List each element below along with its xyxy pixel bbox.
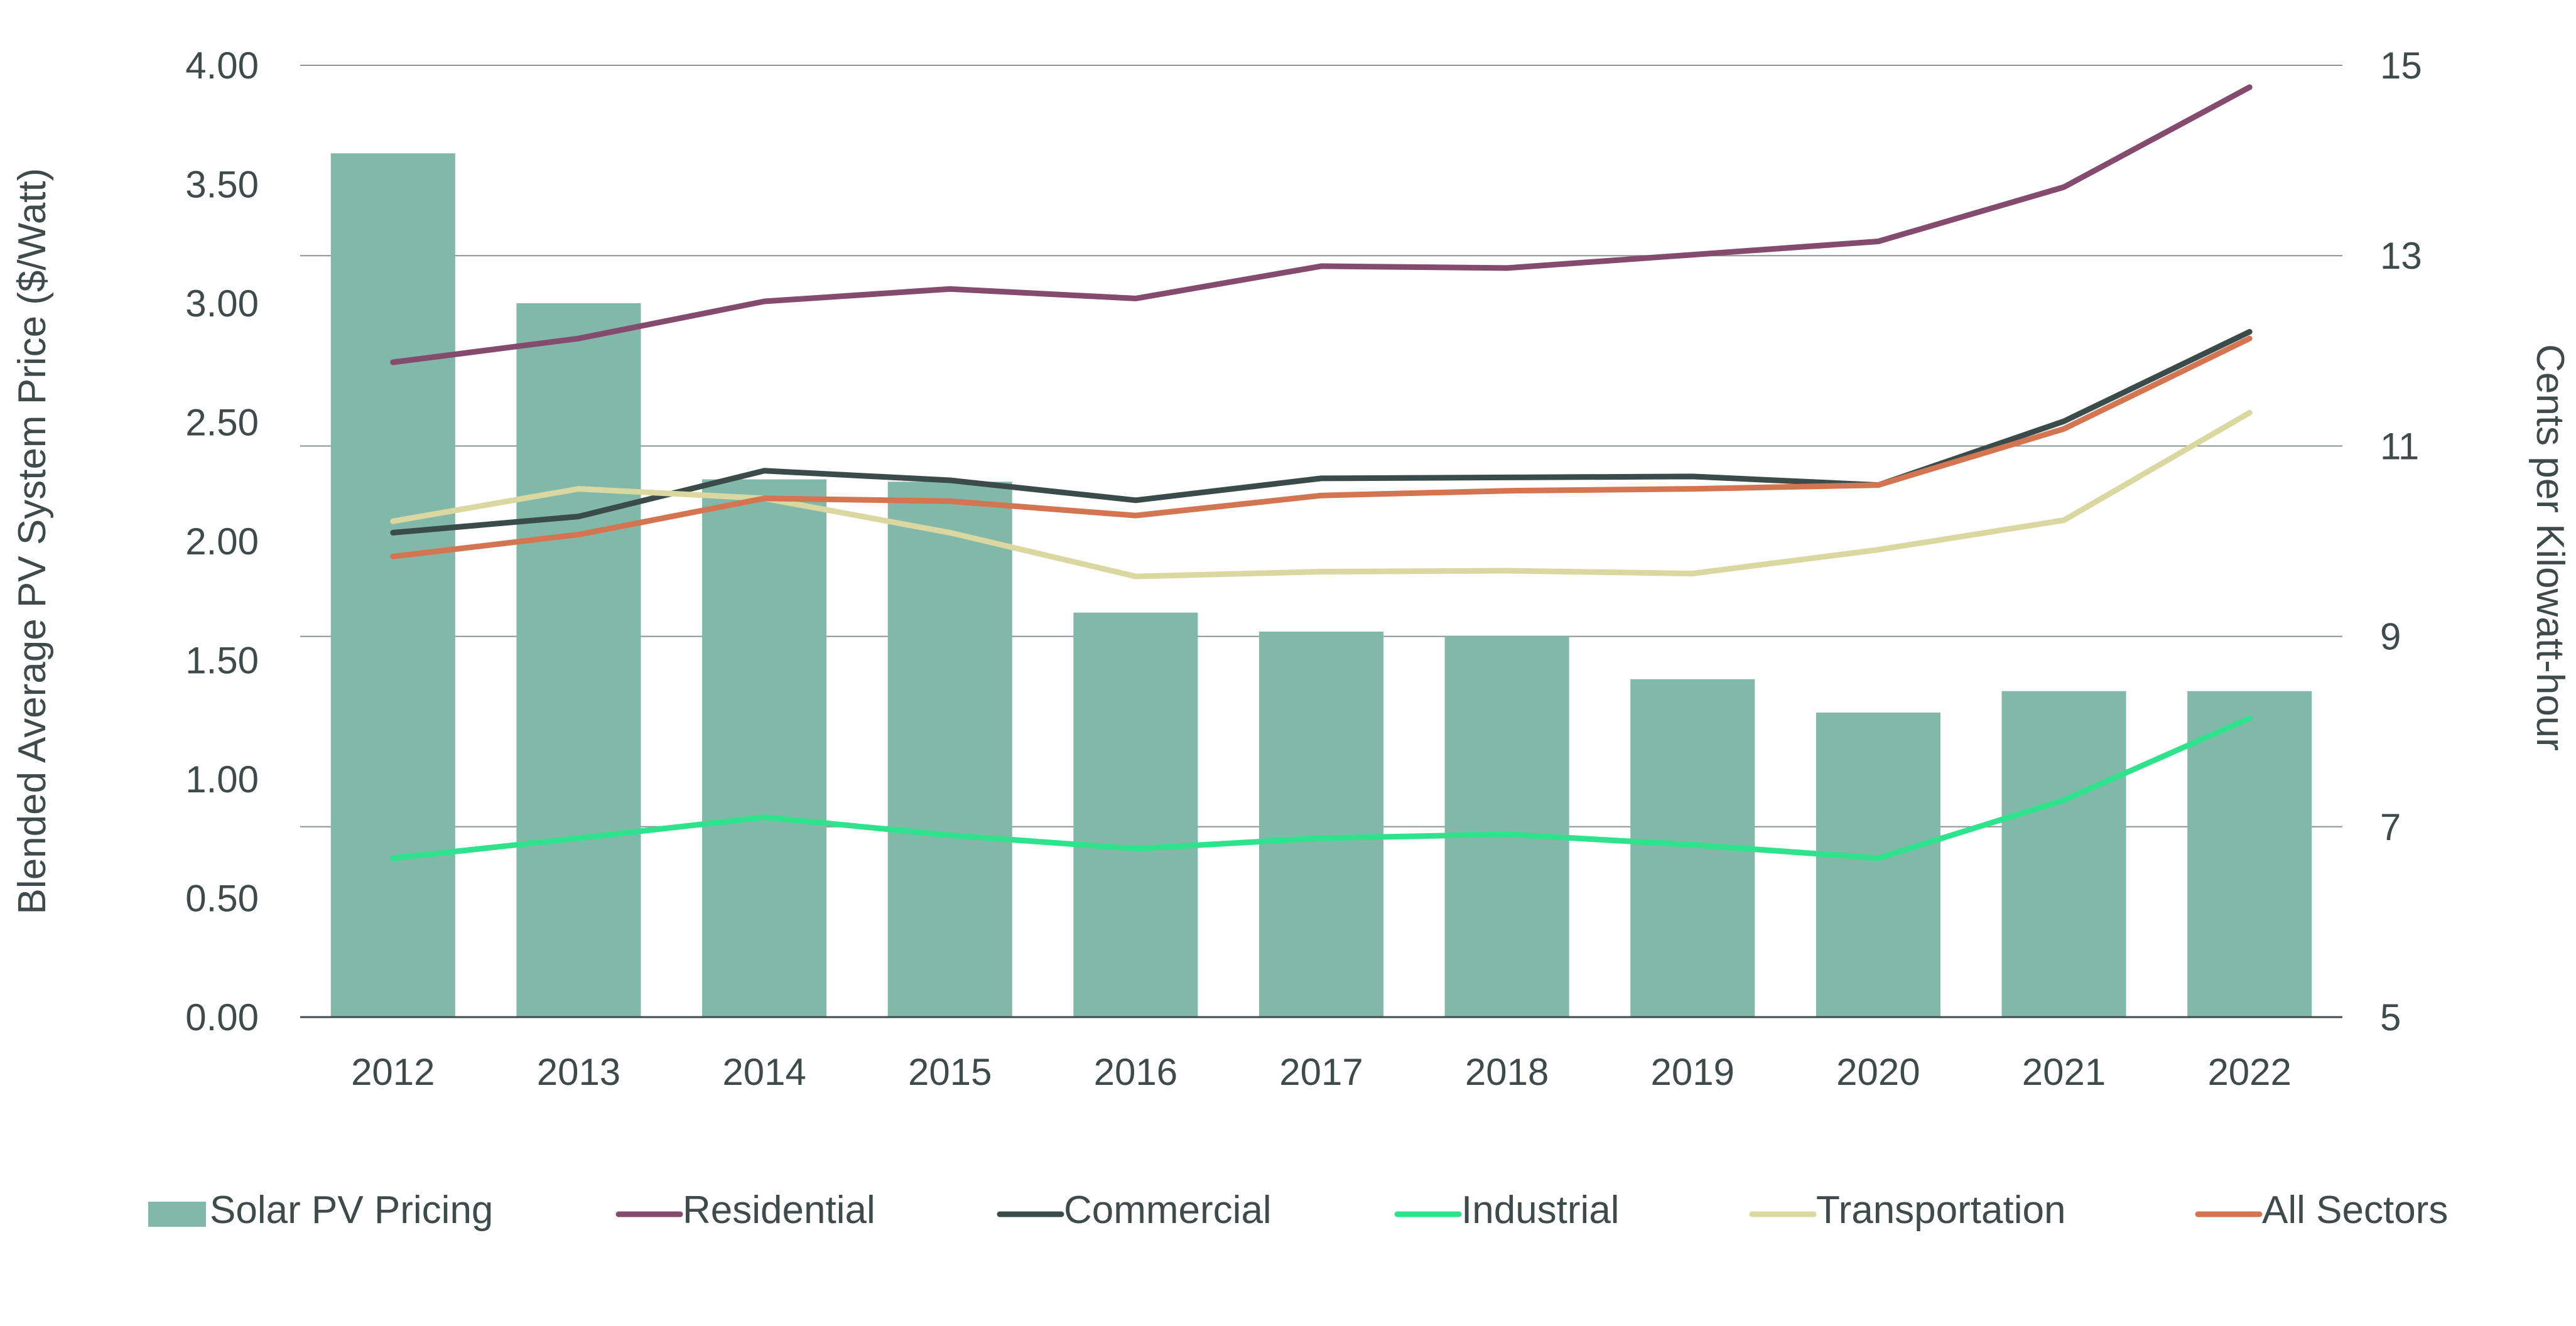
legend-label: Solar PV Pricing (210, 1189, 493, 1232)
bar-2012 (330, 153, 455, 1018)
left-tick-label: 0.00 (185, 996, 259, 1038)
right-tick-label: 13 (2380, 235, 2422, 277)
legend-label: Industrial (1461, 1189, 1620, 1232)
left-tick-label: 0.50 (185, 878, 259, 920)
x-tick-label: 2013 (537, 1051, 620, 1093)
legend-label: Commercial (1064, 1189, 1272, 1232)
right-axis-ticks: 5 7 9 11 13 15 (2380, 45, 2422, 1038)
left-tick-label: 2.50 (185, 402, 259, 444)
bar-2016 (1073, 612, 1198, 1017)
x-tick-label: 2018 (1465, 1051, 1549, 1093)
x-tick-label: 2020 (1836, 1051, 1920, 1093)
left-axis-title: Blended Average PV System Price ($/Watt) (11, 168, 54, 915)
right-axis-title: Cents per Kilowatt-hour (2528, 344, 2572, 751)
line-all-sectors (390, 335, 2253, 559)
line-series-group (390, 84, 2253, 861)
left-tick-label: 3.50 (185, 164, 259, 206)
left-tick-label: 2.00 (185, 520, 259, 563)
x-tick-label: 2022 (2207, 1051, 2291, 1093)
x-tick-label: 2015 (908, 1051, 992, 1093)
bar-2022 (2187, 691, 2312, 1017)
line-residential (390, 84, 2253, 365)
x-tick-label: 2014 (722, 1051, 806, 1093)
bar-2020 (1816, 712, 1940, 1017)
right-tick-label: 15 (2380, 45, 2422, 87)
legend: Solar PV Pricing Residential Commercial Ind… (148, 1189, 2448, 1232)
left-axis-ticks: 0.00 0.50 1.00 1.50 2.00 2.50 3.00 3.50 4.00 (185, 45, 259, 1038)
legend-swatch-solar-pv-pricing (148, 1202, 206, 1227)
x-tick-label: 2012 (351, 1051, 435, 1093)
x-tick-label: 2016 (1094, 1051, 1177, 1093)
line-industrial (390, 715, 2253, 861)
line-transportation (390, 409, 2253, 579)
bar-series (330, 153, 2312, 1018)
left-tick-label: 3.00 (185, 283, 259, 325)
legend-label: Transportation (1816, 1189, 2065, 1232)
bar-2014 (702, 479, 827, 1017)
left-tick-label: 1.50 (185, 640, 259, 682)
x-axis-ticks: 2012 2013 2014 2015 2016 2017 2018 2019 2020 2021… (351, 1051, 2292, 1093)
left-tick-label: 4.00 (185, 45, 259, 87)
right-tick-label: 11 (2380, 425, 2419, 467)
x-tick-label: 2019 (1651, 1051, 1734, 1093)
right-tick-label: 7 (2380, 806, 2401, 848)
bar-2018 (1444, 636, 1569, 1017)
right-tick-label: 9 (2380, 616, 2401, 658)
x-tick-label: 2021 (2022, 1051, 2106, 1093)
line-commercial (390, 329, 2253, 536)
bar-2015 (887, 482, 1012, 1017)
right-tick-label: 5 (2380, 996, 2401, 1038)
bar-2021 (2001, 691, 2126, 1017)
x-tick-label: 2017 (1279, 1051, 1363, 1093)
bar-2013 (516, 303, 641, 1017)
left-tick-label: 1.00 (185, 758, 259, 800)
legend-label: Residential (683, 1189, 875, 1232)
bar-2017 (1258, 632, 1384, 1017)
legend-label: All Sectors (2262, 1189, 2448, 1232)
